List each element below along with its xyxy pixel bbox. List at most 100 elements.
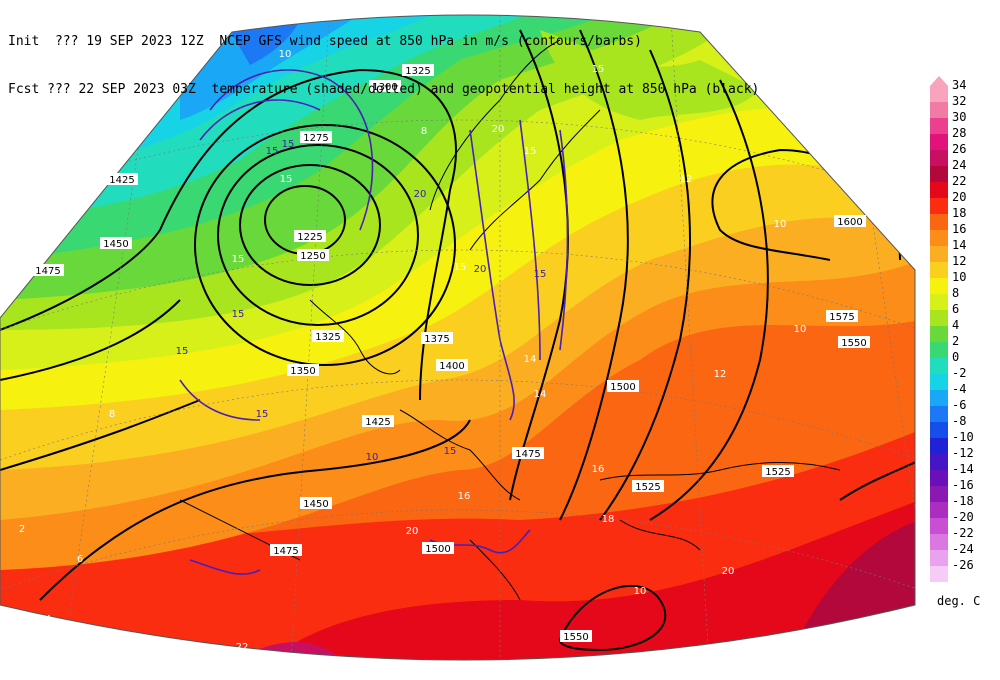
height-label: 1425 (109, 175, 134, 186)
temperature-label: 22 (236, 642, 249, 653)
colorbar-step: -12 (930, 446, 1000, 470)
colorbar-step: 18 (930, 206, 1000, 230)
height-label: 1375 (424, 334, 449, 345)
colorbar-label: 18 (952, 206, 967, 220)
temperature-label: 8 (421, 126, 427, 137)
init-line: Init ??? 19 SEP 2023 12Z NCEP GFS wind s… (8, 34, 642, 49)
colorbar-step: -8 (930, 414, 1000, 438)
temperature-label: 8 (109, 409, 115, 420)
colorbar-label: 10 (952, 270, 967, 284)
colorbar-step: 2 (930, 334, 1000, 358)
colorbar-swatch (930, 214, 948, 230)
colorbar-label: 34 (952, 78, 967, 92)
windspeed-label: 15 (176, 346, 189, 357)
windspeed-label: 15 (266, 146, 279, 157)
temperature-label: 20 (406, 526, 419, 537)
height-label: 1600 (837, 217, 862, 228)
height-label: 1450 (303, 499, 328, 510)
colorbar-label: -6 (952, 398, 967, 412)
colorbar-label: 20 (952, 190, 967, 204)
height-label-bg (826, 310, 858, 322)
height-label-bg (287, 364, 319, 376)
colorbar-step: -20 (930, 510, 1000, 534)
colorbar-step: 8 (930, 286, 1000, 310)
height-label-bg (300, 497, 332, 509)
colorbar-swatch (930, 118, 948, 134)
height-label-bg (422, 542, 454, 554)
colorbar-label: -22 (952, 526, 974, 540)
windspeed-label: 10 (366, 452, 379, 463)
colorbar-step: 20 (930, 190, 1000, 214)
height-label-bg (362, 415, 394, 427)
windspeed-label: 15 (444, 446, 457, 457)
colorbar-swatch (930, 550, 948, 566)
graticule (0, 15, 915, 660)
colorbar-label: -16 (952, 478, 974, 492)
colorbar-swatch (930, 134, 948, 150)
colorbar-swatch (930, 422, 948, 438)
colorbar-swatch (930, 198, 948, 214)
colorbar-label: 6 (952, 302, 960, 316)
height-label-bg (762, 465, 794, 477)
height-label: 1350 (290, 366, 315, 377)
colorbar-label: 14 (952, 238, 967, 252)
colorbar-label: 16 (952, 222, 967, 236)
colorbar-label: 22 (952, 174, 967, 188)
colorbar-swatch (930, 454, 948, 470)
colorbar-label: 32 (952, 94, 967, 108)
colorbar-step: 30 (930, 110, 1000, 134)
temperature-label: 2 (19, 524, 25, 535)
windspeed-label: 20 (474, 264, 487, 275)
height-label: 1550 (563, 632, 588, 643)
colorbar-swatch (930, 406, 948, 422)
colorbar-step: 6 (930, 302, 1000, 326)
colorbar-swatch (930, 486, 948, 502)
colorbar-step: -24 (930, 542, 1000, 566)
colorbar-step: 10 (930, 270, 1000, 294)
colorbar-swatch (930, 150, 948, 166)
colorbar-top-arrow (930, 76, 948, 86)
temperature-label: 16 (592, 464, 605, 475)
height-label-bg (294, 230, 326, 242)
colorbar-label: -20 (952, 510, 974, 524)
height-label: 1300 (372, 82, 397, 93)
height-label-bg (512, 447, 544, 459)
colorbar-label: -14 (952, 462, 974, 476)
colorbar-step: -18 (930, 494, 1000, 518)
temperature-labels-group: 1015201515151512101416182022101012141620… (19, 49, 807, 653)
colorbar-step: 28 (930, 126, 1000, 150)
colorbar-step: -4 (930, 382, 1000, 406)
colorbar-label: -4 (952, 382, 967, 396)
height-label: 1525 (765, 467, 790, 478)
colorbar-units: deg. C (937, 594, 981, 608)
colorbar-swatch (930, 518, 948, 534)
temperature-label: 12 (680, 174, 693, 185)
weather-map: 1325 1300 1275 1225 1250 1325 1375 1400 1350 1425… (0, 14, 916, 661)
colorbar-step: -10 (930, 430, 1000, 454)
height-label-bg (560, 630, 592, 642)
height-label: 1275 (303, 133, 328, 144)
height-label-bg (402, 64, 434, 76)
colorbar-label: 26 (952, 142, 967, 156)
temperature-label: 4 (45, 614, 51, 625)
temperature-label: 14 (534, 389, 547, 400)
colorbar-label: -2 (952, 366, 967, 380)
colorbar-swatch (930, 566, 948, 582)
colorbar-swatch (930, 358, 948, 374)
colorbar-step: 14 (930, 238, 1000, 262)
height-label-bg (297, 249, 329, 261)
temperature-label: 10 (794, 324, 807, 335)
temperature-label: 10 (774, 219, 787, 230)
colorbar-step: 4 (930, 318, 1000, 342)
height-label: 1400 (439, 361, 464, 372)
colorbar-swatch (930, 262, 948, 278)
height-label-bg (632, 480, 664, 492)
windspeed-label: 20 (414, 189, 427, 200)
height-label-bg (100, 237, 132, 249)
height-label-bg (270, 544, 302, 556)
temperature-label: 15 (232, 254, 245, 265)
colorbar-step: 12 (930, 254, 1000, 278)
height-label-bg (32, 264, 64, 276)
colorbar-swatch (930, 438, 948, 454)
